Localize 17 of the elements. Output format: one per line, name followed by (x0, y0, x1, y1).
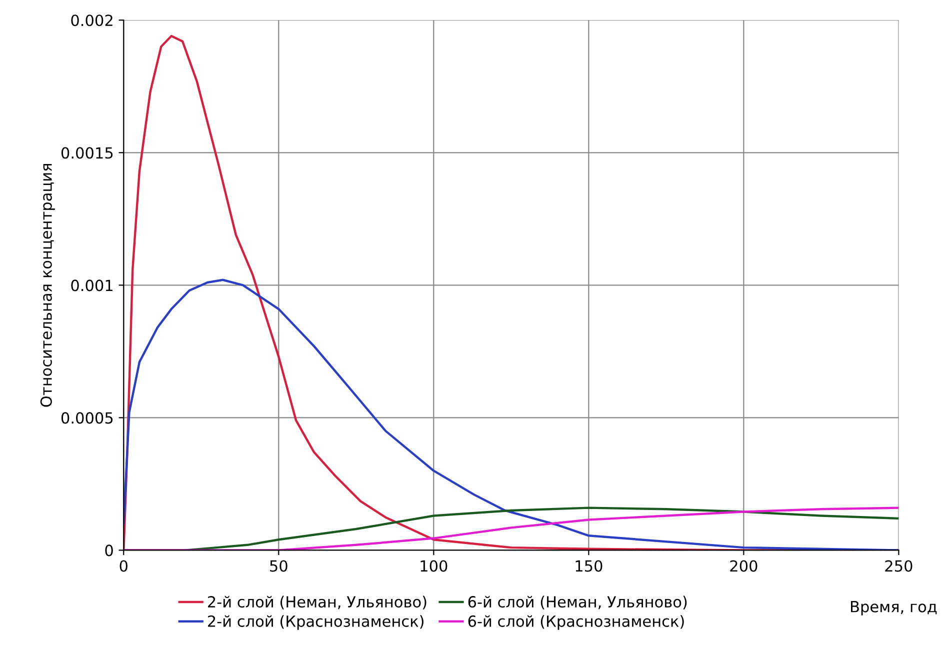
x-tick-label: 0 (120, 560, 128, 572)
x-tick-label: 250 (885, 560, 912, 572)
y-tick-label: 0.001 (71, 280, 112, 292)
y-tick-label: 0.0015 (61, 147, 113, 159)
legend-label: 2-й слой (Краснознаменск) (208, 615, 424, 630)
y-tick-label: 0 (105, 544, 113, 556)
legend-label: 6-й слой (Краснознаменск) (468, 615, 684, 630)
x-tick-label: 200 (730, 560, 758, 572)
x-tick-label: 150 (576, 560, 602, 572)
legend-label: 2-й слой (Неман, Ульяново) (208, 596, 426, 610)
y-axis-title: Относительная концентрация (40, 164, 55, 407)
legend-label: 6-й слой (Неман, Ульяново) (468, 596, 687, 610)
x-tick-label: 100 (420, 560, 448, 572)
y-tick-label: 0.002 (71, 14, 112, 26)
x-axis-title: Время, год (851, 601, 937, 616)
x-tick-label: 50 (270, 560, 288, 572)
y-tick-label: 0.0005 (61, 412, 113, 424)
